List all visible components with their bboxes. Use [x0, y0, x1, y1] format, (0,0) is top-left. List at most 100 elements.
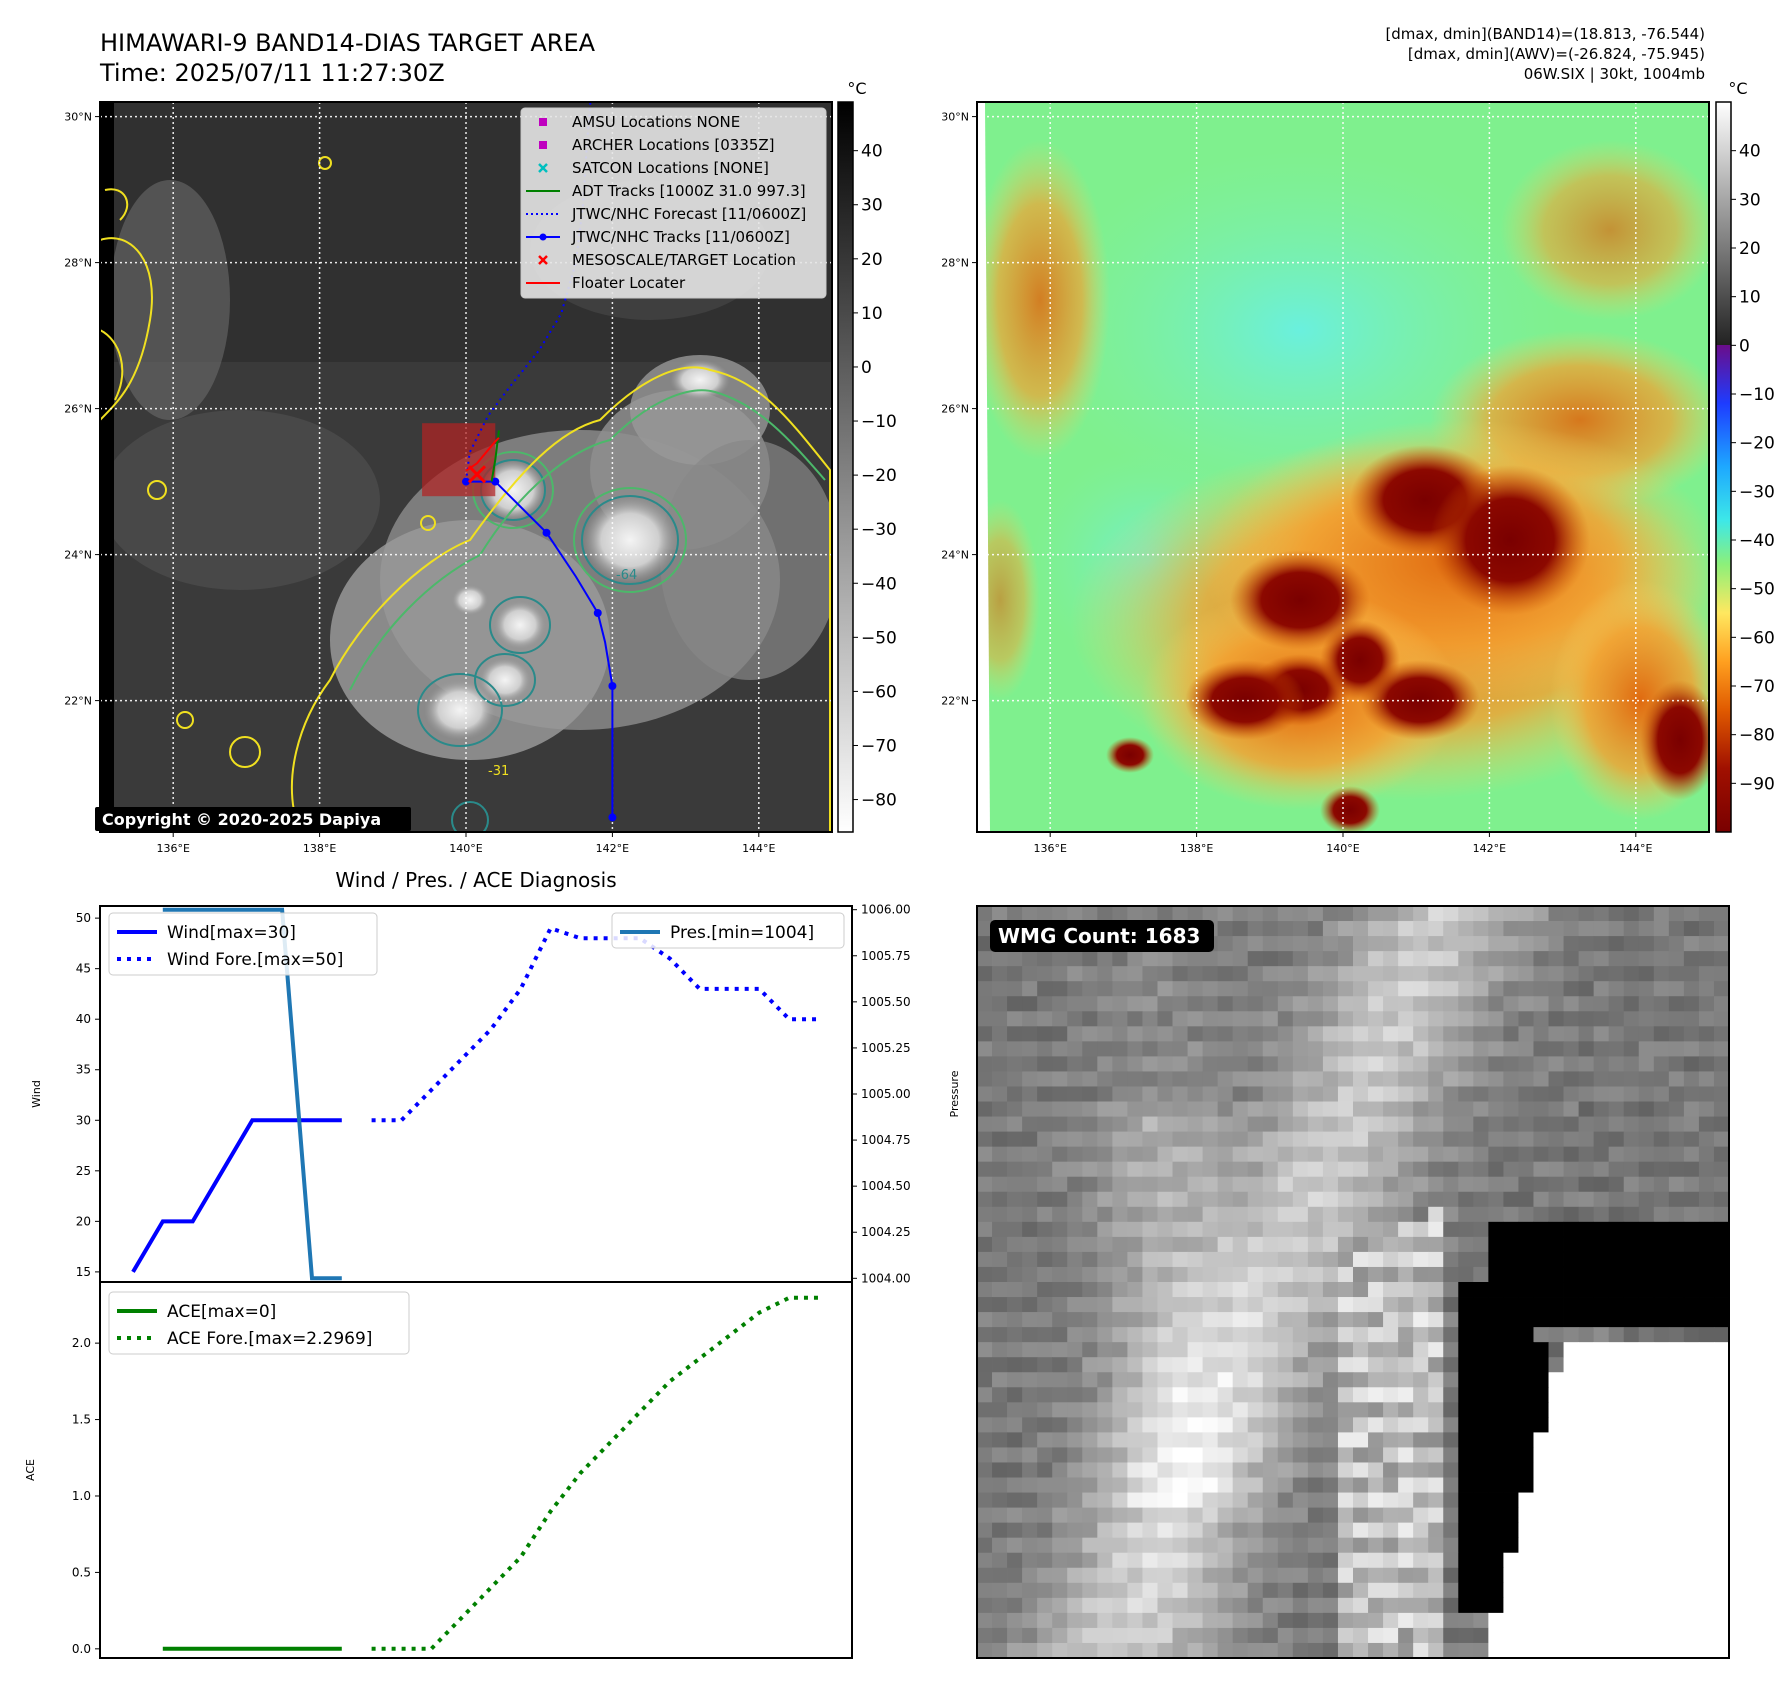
- wmg-cell: [1022, 1627, 1038, 1644]
- wind-tick-label: 40: [76, 1012, 91, 1026]
- wmg-cell: [1443, 996, 1459, 1012]
- wmg-cell: [1037, 1507, 1053, 1524]
- wmg-cell: [1277, 981, 1294, 997]
- wmg-cell: [1458, 1327, 1474, 1343]
- wmg-cell: [1488, 1101, 1504, 1117]
- wmg-cell: [1292, 1266, 1309, 1283]
- wmg-cell: [1292, 1342, 1309, 1358]
- wmg-cell: [1353, 1402, 1369, 1418]
- wmg-cell: [1172, 1387, 1188, 1403]
- wmg-cell: [992, 1417, 1008, 1433]
- wmg-cell: [1368, 1342, 1384, 1358]
- wmg-cell: [1668, 1206, 1685, 1223]
- wmg-cell: [1097, 1312, 1113, 1328]
- wmg-cell: [1428, 921, 1444, 937]
- wmg-cell: [1713, 1627, 1729, 1644]
- wmg-cell: [1022, 1026, 1038, 1042]
- wmg-cell: [1473, 1597, 1489, 1614]
- wmg-cell: [1157, 1297, 1173, 1313]
- wmg-cell: [1533, 1642, 1549, 1658]
- wmg-cell: [1443, 1582, 1459, 1599]
- wmg-cell: [1413, 981, 1429, 997]
- colorbar-tick-label: 40: [1739, 142, 1761, 162]
- wmg-cell: [1322, 1462, 1339, 1478]
- wmg-cell: [1428, 1582, 1444, 1599]
- wmg-cell: [1563, 1161, 1579, 1178]
- wmg-cell: [1353, 1327, 1369, 1343]
- wmg-cell: [1383, 966, 1399, 982]
- wmg-cell: [977, 1221, 993, 1238]
- lon-tick-label: 142°E: [596, 842, 629, 855]
- wmg-cell: [1142, 1612, 1158, 1629]
- wmg-cell: [1052, 1221, 1068, 1238]
- wmg-cell: [1187, 1312, 1203, 1328]
- wmg-cell: [1623, 1552, 1640, 1569]
- wmg-cell: [1292, 966, 1309, 982]
- wmg-cell: [1022, 1236, 1038, 1253]
- wmg-cell: [1232, 1507, 1249, 1524]
- wmg-cell: [1713, 1266, 1729, 1283]
- wmg-cell: [1142, 1056, 1158, 1072]
- wmg-cell: [1713, 1597, 1729, 1614]
- wmg-cell: [1112, 1627, 1128, 1644]
- wmg-cell: [1112, 981, 1128, 997]
- wmg-cell: [1307, 1191, 1324, 1208]
- wmg-cell: [1337, 1567, 1354, 1584]
- wmg-cell: [1473, 1191, 1489, 1208]
- copyright-text: Copyright © 2020-2025 Dapiya: [102, 810, 381, 829]
- wmg-cell: [1548, 1071, 1564, 1087]
- wmg-cell: [1337, 1221, 1354, 1238]
- wmg-cell: [1172, 1236, 1188, 1253]
- wmg-cell: [1142, 1176, 1158, 1193]
- wmg-cell: [1518, 1372, 1534, 1388]
- wmg-cell: [1683, 996, 1700, 1012]
- wmg-cell: [1683, 1342, 1700, 1358]
- wmg-cell: [1383, 1567, 1399, 1584]
- wmg-cell: [1533, 1582, 1549, 1599]
- wmg-cell: [1082, 1176, 1098, 1193]
- wmg-cell: [1127, 1297, 1143, 1313]
- wmg-cell: [1653, 1447, 1670, 1463]
- wmg-cell: [1503, 1537, 1519, 1554]
- wmg-cell: [1157, 1251, 1173, 1268]
- wmg-cell: [1368, 1447, 1384, 1463]
- wmg-cell: [1683, 1402, 1700, 1418]
- wmg-cell: [1022, 1432, 1038, 1448]
- wmg-cell: [1683, 1176, 1700, 1193]
- wmg-cell: [1638, 996, 1655, 1012]
- wmg-cell: [1383, 1011, 1399, 1027]
- wmg-cell: [1668, 1251, 1685, 1268]
- wmg-cell: [1683, 951, 1700, 967]
- wmg-cell: [1698, 1612, 1715, 1629]
- wmg-cell: [1458, 1116, 1474, 1132]
- wmg-cell: [1443, 1297, 1459, 1313]
- wmg-cell: [1653, 1372, 1670, 1388]
- wmg-cell: [1578, 1056, 1595, 1072]
- wmg-cell: [1518, 1507, 1534, 1524]
- wmg-cell: [1398, 1582, 1414, 1599]
- wmg-cell: [1473, 1101, 1489, 1117]
- wmg-cell: [1052, 1627, 1068, 1644]
- wmg-cell: [1593, 1131, 1610, 1148]
- wmg-cell: [1698, 1462, 1715, 1478]
- wmg-cell: [1157, 1206, 1173, 1223]
- wmg-cell: [1247, 1056, 1264, 1072]
- wmg-cell: [1458, 1251, 1474, 1268]
- wmg-cell: [1533, 1221, 1549, 1238]
- wmg-cell: [1608, 981, 1625, 997]
- wmg-cell: [1383, 996, 1399, 1012]
- wmg-cell: [1307, 1507, 1324, 1524]
- wmg-cell: [1097, 966, 1113, 982]
- wmg-cell: [1368, 1011, 1384, 1027]
- wmg-cell: [1262, 1236, 1279, 1253]
- wmg-cell: [1127, 966, 1143, 982]
- wmg-cell: [1383, 1327, 1399, 1343]
- wmg-cell: [1292, 1582, 1309, 1599]
- wmg-cell: [1277, 921, 1294, 937]
- wmg-cell: [1082, 966, 1098, 982]
- wmg-cell: [1593, 936, 1610, 952]
- colorbar-tick-label: −50: [1739, 580, 1775, 600]
- wmg-cell: [1413, 1507, 1429, 1524]
- wmg-cell: [1262, 1357, 1279, 1373]
- wmg-cell: [1187, 1402, 1203, 1418]
